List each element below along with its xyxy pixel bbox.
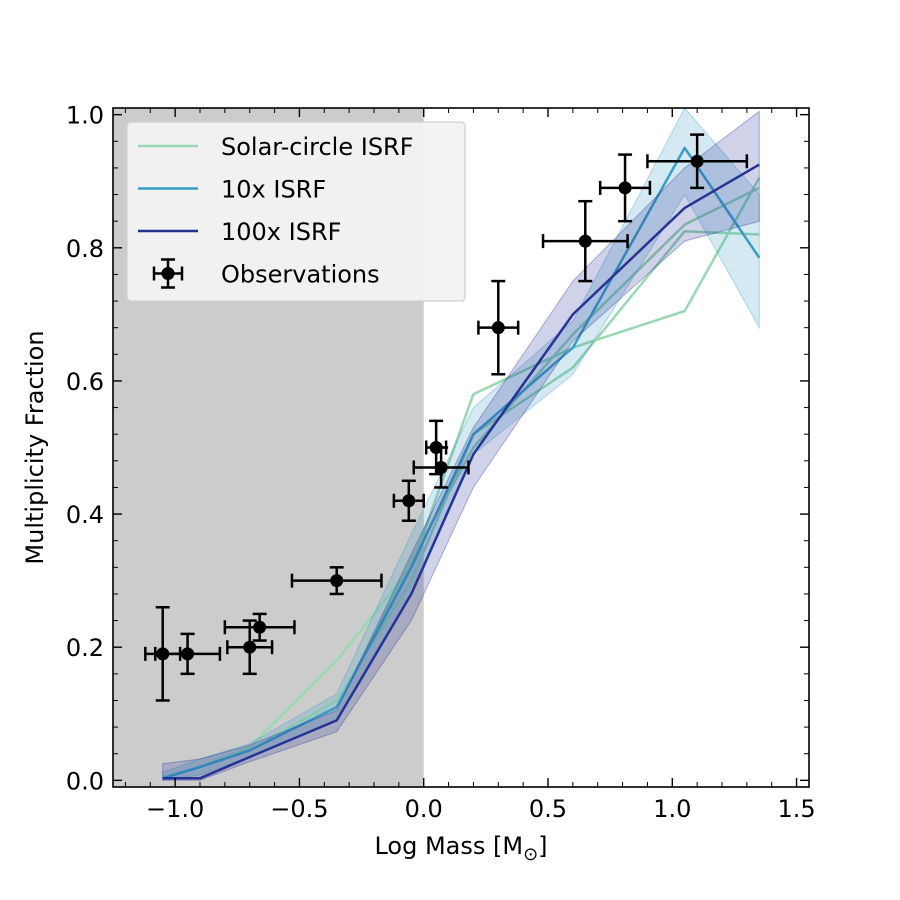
- legend-entry-3: 100x ISRF: [138, 218, 341, 246]
- x-tick-label: 0.5: [529, 795, 567, 823]
- y-tick-label: 0.4: [66, 501, 104, 529]
- y-axis-label: Multiplicity Fraction: [21, 330, 49, 564]
- observation-point-10: [541, 199, 629, 283]
- legend-entry-4: Observations: [152, 258, 380, 289]
- legend-label: 10x ISRF: [221, 176, 326, 204]
- observation-marker: [253, 620, 267, 634]
- legend-label: Observations: [221, 261, 380, 289]
- y-tick-label: 0.0: [66, 767, 104, 795]
- observation-point-4: [223, 612, 296, 642]
- axes: −1.0 −0.5 0.0 0.5 1.0 1.5 0.0 0.2 0.4 0.6 0.8 1.0: [66, 102, 816, 823]
- observation-marker: [330, 574, 344, 588]
- x-tick-label: −0.5: [270, 795, 328, 823]
- observation-marker: [578, 234, 592, 248]
- x-tick-label: 1.0: [653, 795, 691, 823]
- observation-marker: [618, 181, 632, 195]
- legend-entry-2: 10x ISRF: [138, 176, 326, 204]
- y-tick-label: 1.0: [66, 102, 104, 130]
- legend-label: Solar-circle ISRF: [221, 133, 414, 161]
- observation-point-12: [646, 133, 749, 190]
- observation-point-11: [598, 153, 652, 223]
- x-tick-label: 0.0: [405, 795, 443, 823]
- plot-frame: [112, 107, 810, 788]
- legend-label: 100x ISRF: [221, 218, 341, 246]
- legend-marker: [161, 267, 175, 280]
- legend: Solar-circle ISRF 10x ISRF 100x ISRF Observ…: [126, 121, 466, 302]
- observation-marker: [434, 460, 448, 474]
- line-100x-isrf: [162, 163, 760, 780]
- observation-marker: [402, 494, 416, 508]
- x-tick-label: −1.0: [146, 795, 204, 823]
- observation-point-2: [154, 632, 222, 676]
- observation-point-3: [226, 619, 274, 676]
- y-tick-label: 0.6: [66, 368, 104, 396]
- observation-marker: [690, 154, 704, 168]
- legend-entry-1: Solar-circle ISRF: [138, 133, 414, 161]
- observation-point-5: [290, 566, 383, 596]
- observation-marker: [491, 321, 505, 335]
- legend-box: [126, 121, 466, 302]
- line-10x-isrf: [162, 146, 761, 780]
- y-tick-label: 0.2: [66, 634, 104, 662]
- observation-point-8: [412, 446, 470, 489]
- x-tick-label: 1.5: [777, 795, 815, 823]
- x-axis-label: Log Mass [M⊙]: [374, 832, 547, 865]
- observation-point-9: [477, 279, 520, 376]
- observation-marker: [243, 640, 257, 654]
- observation-point-6: [392, 479, 425, 522]
- y-tick-label: 0.8: [66, 235, 104, 263]
- observation-marker: [181, 647, 195, 661]
